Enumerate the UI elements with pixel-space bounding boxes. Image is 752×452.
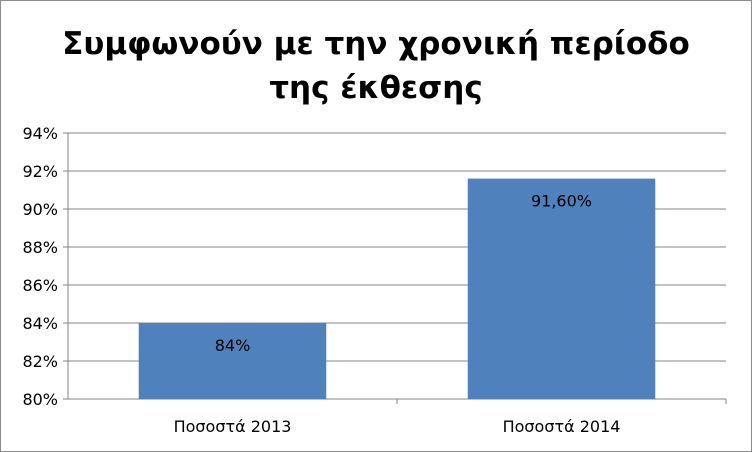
y-tick-label: 94% xyxy=(22,124,58,143)
y-tick-label: 86% xyxy=(22,276,58,295)
data-label: 91,60% xyxy=(531,192,592,211)
y-tick-label: 84% xyxy=(22,314,58,333)
y-tick-label: 82% xyxy=(22,352,58,371)
y-tick-label: 80% xyxy=(22,390,58,409)
y-tick-label: 92% xyxy=(22,162,58,181)
x-tick-label: Ποσοστά 2014 xyxy=(503,417,621,436)
x-tick-label: Ποσοστά 2013 xyxy=(174,417,292,436)
chart-title-line-1: Συμφωνούν με την χρονική περίοδο xyxy=(62,26,690,62)
bar xyxy=(138,323,327,399)
y-tick-label: 90% xyxy=(22,200,58,219)
bar xyxy=(467,178,656,399)
data-label: 84% xyxy=(215,336,251,355)
chart-title-line-2: της έκθεσης xyxy=(269,70,483,106)
y-tick-label: 88% xyxy=(22,238,58,257)
chart-title: Συμφωνούν με την χρονική περίοδο της έκθ… xyxy=(0,22,752,110)
